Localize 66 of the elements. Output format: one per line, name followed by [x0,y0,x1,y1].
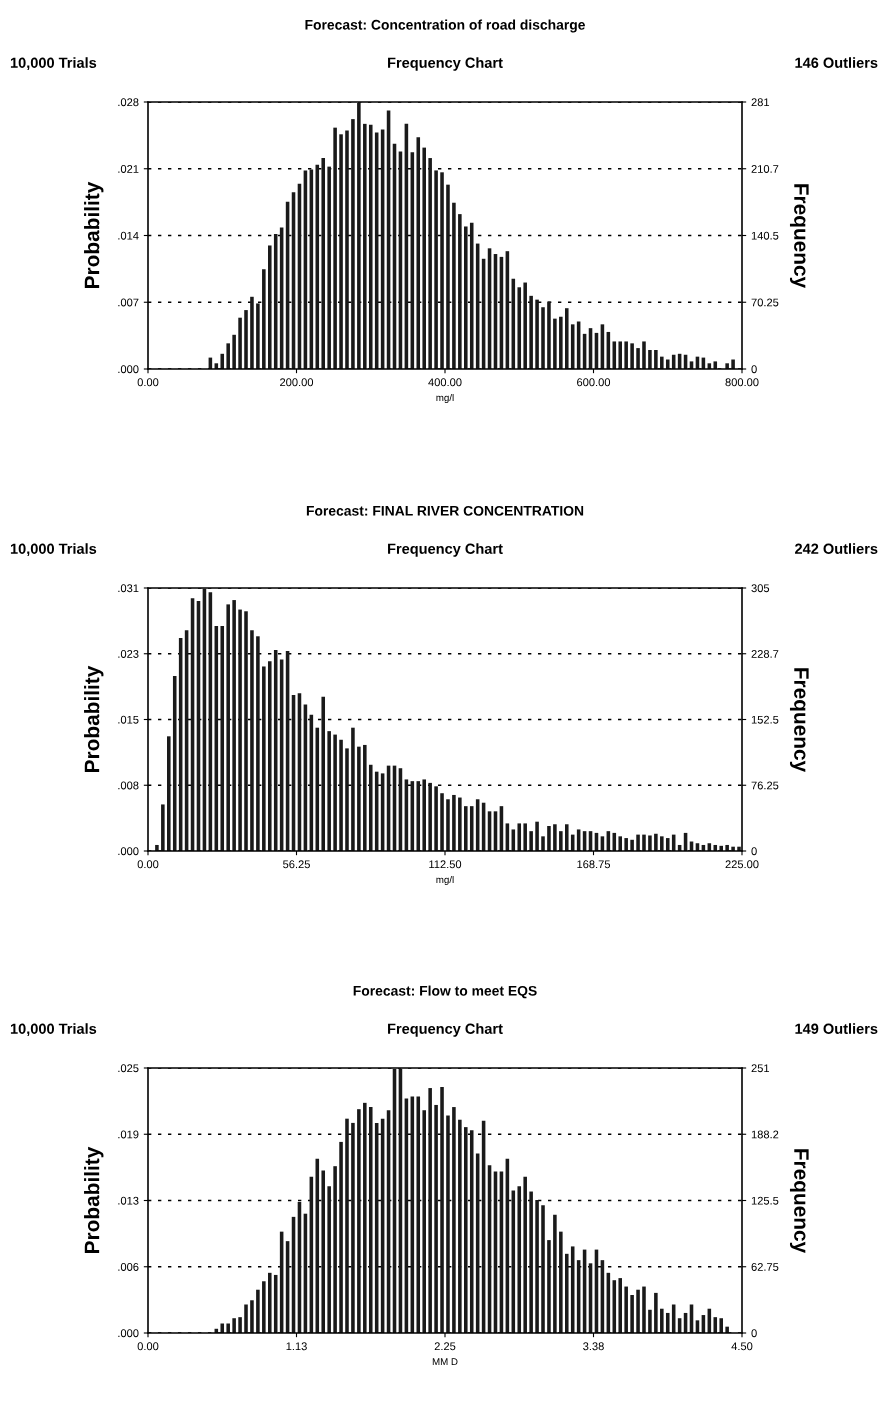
x-tick-label: 600.00 [577,378,611,387]
y-tick-label: .000 [118,847,139,856]
y2-tick-label: 0 [751,365,757,374]
y-tick-label: .014 [118,231,139,240]
x-tick-label: 3.38 [583,1342,604,1351]
text: 10,000 Trials [10,543,97,557]
text: 10,000 Trials [10,1023,97,1037]
y-tick-label: .019 [118,1130,139,1139]
chart-subtitle: Frequency Chart [388,1023,503,1037]
y2-axis-title: Frequency [789,184,809,289]
y-tick-label: .025 [118,1064,139,1073]
y2-axis-title: Frequency [789,668,809,773]
x-axis-title: MM D [432,1358,458,1365]
y-tick-label: .007 [118,298,139,307]
y2-tick-label: 125.5 [751,1196,779,1205]
chart-title: Forecast: FINAL RIVER CONCENTRATION [306,505,584,516]
y-tick-label: .031 [118,584,139,593]
x-tick-label: 56.25 [283,860,310,869]
y2-tick-label: 251 [751,1064,770,1073]
y2-tick-label: 210.7 [751,165,779,173]
x-tick-label: 0.00 [137,378,159,387]
x-tick-label: 200.00 [280,378,314,387]
x-tick-label: 112.50 [429,860,462,869]
y-tick-label: .015 [118,715,139,724]
y-tick-label: .021 [118,165,139,173]
y-axis-title: Probability [84,1146,104,1253]
y2-tick-label: 70.25 [751,298,779,307]
y2-tick-label: 62.75 [751,1263,779,1271]
y-tick-label: .013 [118,1196,139,1205]
y2-tick-label: 228.7 [751,650,779,658]
text: 242 Outliers [795,543,878,554]
x-tick-label: 400.00 [428,378,462,387]
y2-tick-label: 152.5 [751,715,779,724]
y2-axis-title: Frequency [789,1149,809,1254]
y2-tick-label: 305 [751,584,770,593]
x-tick-label: 0.00 [137,1342,159,1351]
x-tick-label: 1.13 [286,1342,307,1351]
y2-tick-label: 0 [751,847,757,856]
x-axis-title: mg/l [436,875,454,885]
y2-tick-label: 188.2 [751,1130,779,1139]
x-tick-label: 800.00 [725,378,759,387]
y-tick-label: .000 [118,365,139,374]
y2-tick-label: 0 [751,1329,757,1338]
text: 146 Outliers [795,57,878,68]
x-tick-label: 225.00 [725,860,759,869]
y2-tick-label: 281 [751,98,770,107]
y-axis-title: Probability [84,665,104,772]
x-tick-label: 0.00 [137,860,159,869]
x-axis-title: mg/l [436,393,454,403]
y2-tick-label: 140.5 [751,231,779,240]
y-tick-label: .008 [118,781,139,790]
y-tick-label: .000 [118,1329,139,1338]
y-tick-label: .006 [118,1263,139,1271]
y2-tick-label: 76.25 [751,781,779,790]
x-tick-label: 2.25 [434,1342,456,1351]
y-tick-label: .023 [118,650,139,658]
x-tick-label: 168.75 [577,860,611,869]
text: 10,000 Trials [10,57,97,71]
chart-subtitle: Frequency Chart [388,543,503,557]
text: 149 Outliers [795,1023,878,1034]
chart-title: Forecast: Concentration of road discharge [305,19,585,33]
chart-subtitle: Frequency Chart [388,57,503,71]
x-tick-label: 4.50 [731,1342,753,1351]
y-tick-label: .028 [118,98,139,107]
y-axis-title: Probability [84,181,104,288]
chart-title: Forecast: Flow to meet EQS [353,985,537,999]
